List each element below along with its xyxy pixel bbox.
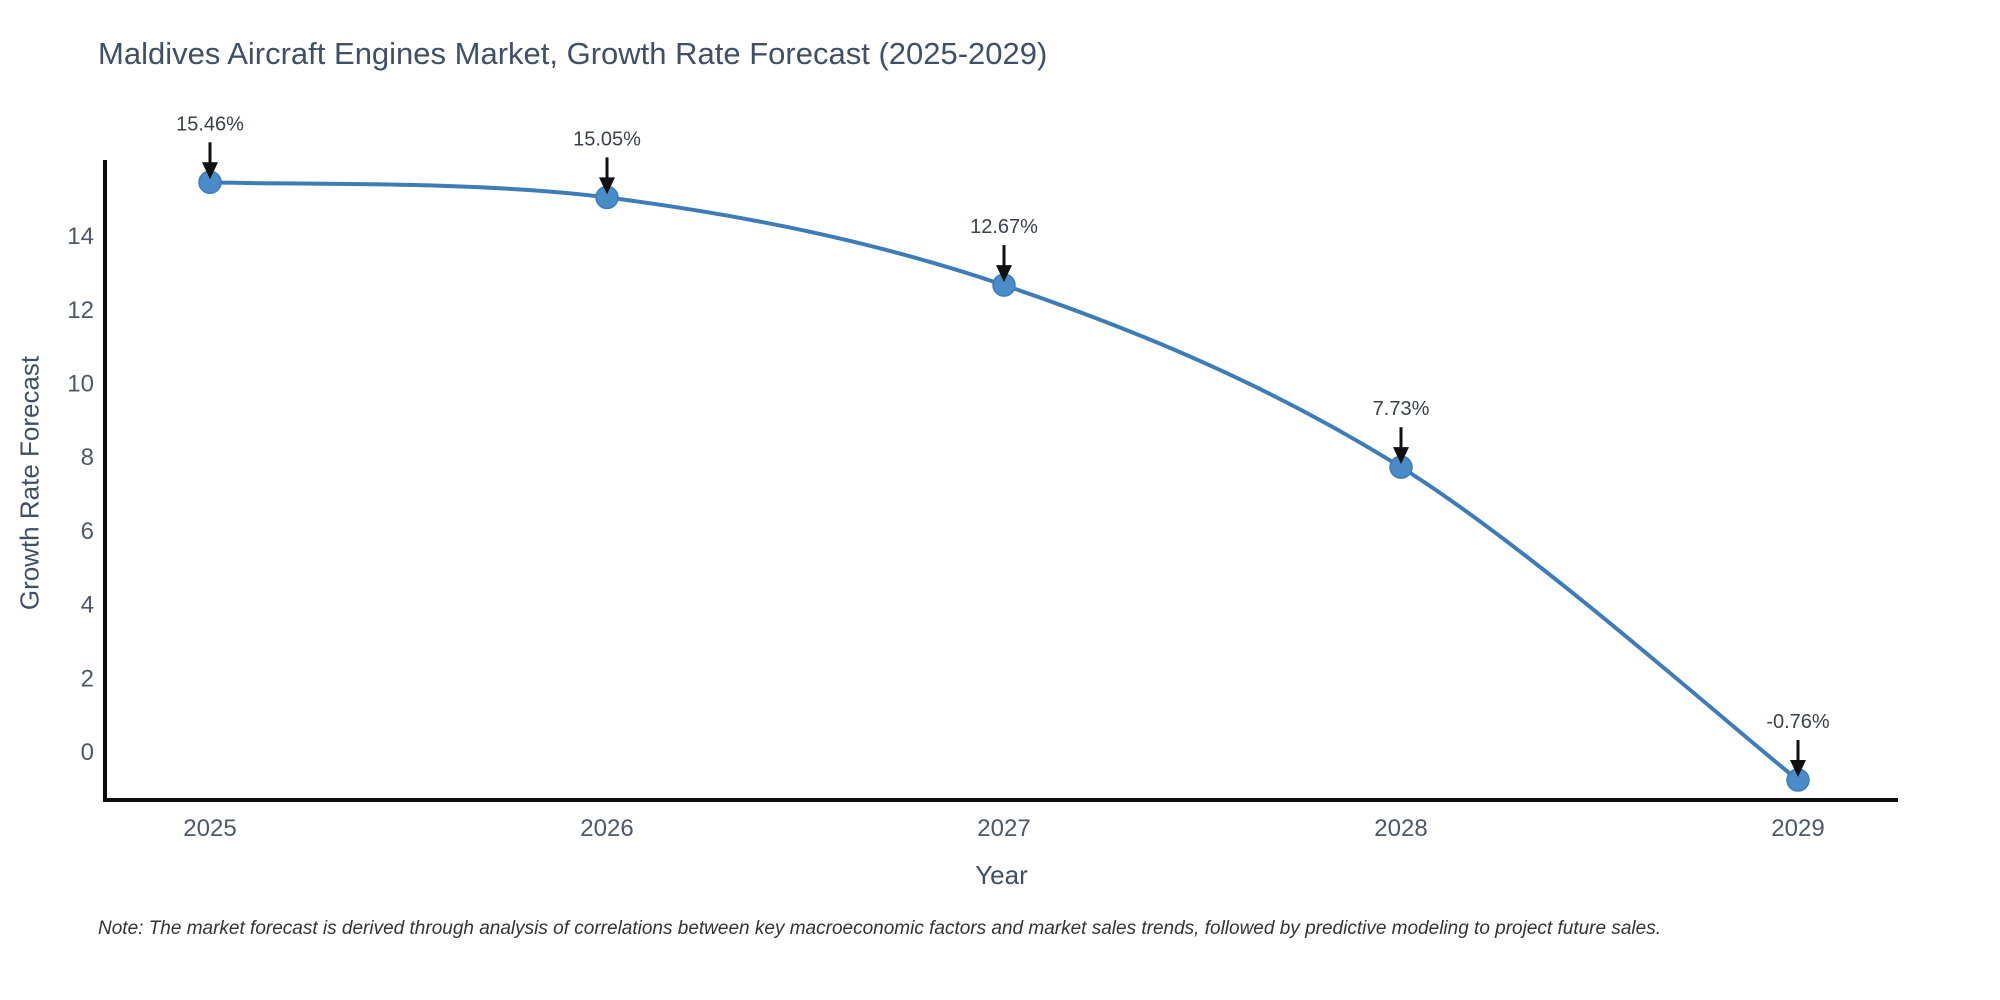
- annotation-arrow-head: [202, 162, 218, 180]
- y-tick-label: 8: [81, 444, 94, 471]
- data-point-label: 15.05%: [573, 128, 641, 150]
- x-tick-label: 2029: [1771, 815, 1824, 842]
- data-point-label: 7.73%: [1373, 398, 1430, 420]
- annotation-arrow-head: [599, 177, 615, 195]
- x-tick-label: 2025: [183, 815, 236, 842]
- x-axis-title: Year: [975, 860, 1028, 890]
- y-tick-label: 10: [67, 371, 94, 398]
- chart-title: Maldives Aircraft Engines Market, Growth…: [98, 36, 1048, 71]
- annotation-arrow-head: [1393, 447, 1409, 465]
- y-tick-label: 2: [81, 665, 94, 692]
- footnote: Note: The market forecast is derived thr…: [98, 918, 1661, 939]
- y-tick-label: 6: [81, 518, 94, 545]
- x-tick-label: 2027: [977, 815, 1030, 842]
- y-tick-label: 12: [67, 297, 94, 324]
- x-tick-label: 2028: [1374, 815, 1427, 842]
- y-tick-label: 14: [67, 223, 94, 250]
- y-tick-label: 4: [81, 592, 94, 619]
- data-point-label: -0.76%: [1766, 711, 1830, 733]
- data-point-label: 15.46%: [176, 113, 244, 135]
- annotation-arrow-head: [996, 265, 1012, 283]
- x-tick-label: 2026: [580, 815, 633, 842]
- annotation-arrow-head: [1790, 760, 1806, 778]
- data-point-label: 12.67%: [970, 216, 1038, 238]
- axes-lines: [103, 160, 1898, 802]
- y-tick-label: 0: [81, 739, 94, 766]
